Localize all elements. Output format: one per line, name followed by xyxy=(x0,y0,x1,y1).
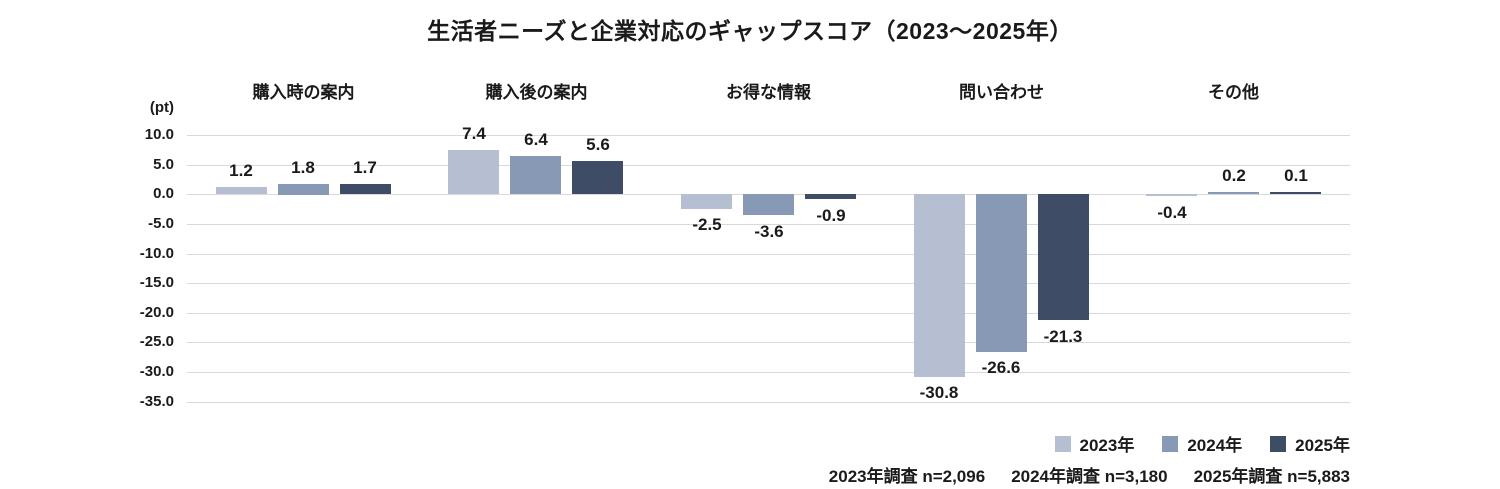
y-tick-label: -15.0 xyxy=(139,274,174,291)
gridline xyxy=(187,372,1350,373)
bar-value-label: -26.6 xyxy=(981,358,1021,377)
footnote-item: 2025年調査 n=5,883 xyxy=(1193,467,1350,486)
bar xyxy=(572,161,623,194)
y-tick-label: -25.0 xyxy=(139,333,174,350)
category-label: その他 xyxy=(1208,83,1259,102)
gridline xyxy=(187,313,1350,314)
bar-value-label: 1.7 xyxy=(353,158,377,177)
bar xyxy=(805,194,856,199)
gridline xyxy=(187,165,1350,166)
bar xyxy=(1146,194,1197,196)
bar-value-label: 0.2 xyxy=(1222,166,1246,185)
bar xyxy=(1208,192,1259,194)
gridline xyxy=(187,135,1350,136)
legend-swatch xyxy=(1054,435,1071,452)
legend-item: 2024年 xyxy=(1162,431,1242,456)
legend-item: 2023年 xyxy=(1054,431,1135,456)
bar-value-label: 1.2 xyxy=(229,161,253,180)
bar-value-label: 1.8 xyxy=(291,158,315,177)
category-label: 購入後の案内 xyxy=(485,83,588,102)
bar xyxy=(681,194,732,209)
category-label: お得な情報 xyxy=(726,83,811,102)
bar xyxy=(976,194,1027,352)
bar xyxy=(743,194,794,215)
y-tick-label: 0.0 xyxy=(153,185,174,202)
chart-title: 生活者ニーズと企業対応のギャップスコア（2023～2025年） xyxy=(427,18,1073,44)
y-tick-label: 10.0 xyxy=(144,126,174,143)
bar xyxy=(914,194,965,377)
bar xyxy=(1270,192,1321,194)
bar-value-label: -3.6 xyxy=(754,222,784,241)
footnote-item: 2024年調査 n=3,180 xyxy=(1011,467,1168,486)
gridline xyxy=(187,342,1350,343)
legend: 2023年 2024年 2025年 xyxy=(1054,431,1350,456)
bar-value-label: 0.1 xyxy=(1284,166,1308,185)
bar-value-label: -0.9 xyxy=(816,206,846,225)
y-tick-label: -35.0 xyxy=(139,393,174,410)
legend-swatch xyxy=(1162,435,1179,452)
bar-value-label: -30.8 xyxy=(919,383,959,402)
bar xyxy=(1038,194,1089,320)
bar xyxy=(448,150,499,194)
bar xyxy=(340,184,391,194)
bar xyxy=(510,156,561,194)
legend-label: 2023年 xyxy=(1079,436,1135,455)
bar-value-label: 6.4 xyxy=(524,130,548,149)
gridline xyxy=(187,283,1350,284)
y-tick-label: -30.0 xyxy=(139,363,174,380)
gridline xyxy=(187,224,1350,225)
footnote: 2023年調査 n=2,096 2024年調査 n=3,180 2025年調査 n=… xyxy=(829,462,1350,487)
category-label: 問い合わせ xyxy=(959,83,1044,102)
footnote-item: 2023年調査 n=2,096 xyxy=(828,467,986,486)
y-tick-label: 5.0 xyxy=(153,156,174,173)
category-label: 購入時の案内 xyxy=(252,83,355,102)
y-axis-unit-label: (pt) xyxy=(149,99,174,116)
y-tick-label: -20.0 xyxy=(139,304,174,321)
gridline xyxy=(187,254,1350,255)
legend-label: 2025年 xyxy=(1295,436,1350,455)
bar xyxy=(216,187,267,194)
bar-value-label: 5.6 xyxy=(586,135,610,154)
legend-label: 2024年 xyxy=(1187,436,1243,455)
legend-item: 2025年 xyxy=(1270,431,1350,456)
legend-swatch xyxy=(1270,435,1287,452)
bar-value-label: -21.3 xyxy=(1043,327,1083,346)
y-tick-label: -5.0 xyxy=(148,215,174,232)
bar-value-label: 7.4 xyxy=(462,124,486,143)
bar-value-label: -0.4 xyxy=(1157,203,1187,222)
gridline xyxy=(187,402,1350,403)
y-tick-label: -10.0 xyxy=(139,245,174,262)
bar xyxy=(278,184,329,195)
bar-value-label: -2.5 xyxy=(692,215,722,234)
